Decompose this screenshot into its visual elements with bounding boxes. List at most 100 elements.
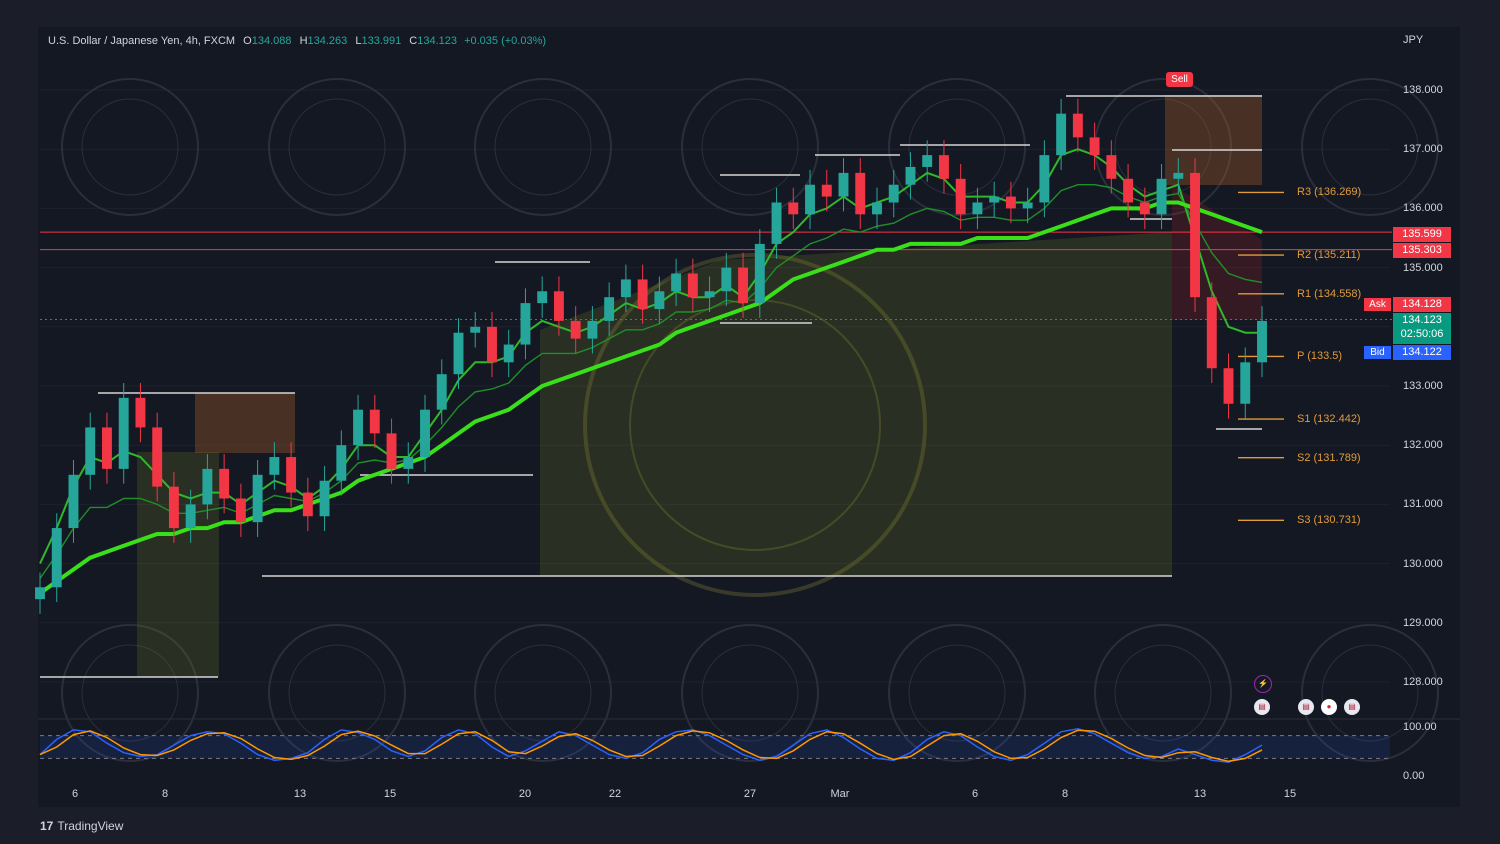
time-tick: Mar bbox=[830, 788, 850, 800]
candle-body bbox=[1089, 137, 1100, 156]
candle-body bbox=[369, 409, 380, 434]
candle-body bbox=[905, 166, 916, 185]
candle-body bbox=[302, 492, 313, 517]
candle-body bbox=[286, 457, 297, 493]
candle-body bbox=[1156, 178, 1167, 215]
tradingview-logo[interactable]: 17 TradingView bbox=[40, 819, 124, 833]
us-flag-event-icon[interactable]: ▤ bbox=[1298, 699, 1314, 715]
ask-label: Ask bbox=[1364, 298, 1391, 311]
sell-signal-badge: Sell bbox=[1166, 72, 1193, 87]
watermark-seal-ring bbox=[494, 98, 592, 196]
watermark-seal-icon bbox=[1094, 624, 1232, 762]
pivot-label-s2: S2 (131.789) bbox=[1297, 451, 1361, 464]
candles bbox=[35, 98, 1267, 614]
pivot-label-r1: R1 (134.558) bbox=[1297, 287, 1362, 300]
last-price: 134.123 bbox=[1402, 314, 1442, 326]
candle-body bbox=[202, 468, 213, 505]
candle-body bbox=[989, 196, 1000, 203]
level-tag-1: 135.599 bbox=[1393, 227, 1451, 242]
candle-body bbox=[788, 202, 799, 215]
watermark-seal-ring bbox=[1114, 644, 1212, 742]
candle-body bbox=[1106, 155, 1117, 179]
watermark-seal-ring bbox=[1321, 98, 1419, 196]
last-price-tag: 134.123 02:50:06 bbox=[1393, 313, 1451, 344]
candle-body bbox=[403, 457, 414, 469]
watermark-seal-ring bbox=[908, 644, 1006, 742]
pivot-label-s3: S3 (130.731) bbox=[1297, 514, 1361, 527]
time-tick: 20 bbox=[518, 788, 532, 800]
watermark-seal-icon bbox=[268, 78, 406, 216]
oscillator-pane bbox=[39, 728, 1390, 763]
supertrend-zones bbox=[40, 95, 1262, 678]
pivot-label-p: P (133.5) bbox=[1297, 350, 1343, 363]
candle-body bbox=[1206, 297, 1217, 369]
candle-body bbox=[1072, 113, 1083, 138]
oscillator-k-line bbox=[39, 728, 1263, 763]
oscillator-tick: 0.00 bbox=[1403, 770, 1425, 782]
candle-body bbox=[972, 202, 983, 215]
candle-body bbox=[1257, 320, 1267, 363]
time-tick: 22 bbox=[608, 788, 622, 800]
high-value: 134.263 bbox=[307, 35, 348, 47]
price-tick: 131.000 bbox=[1403, 498, 1443, 511]
candle-body bbox=[436, 374, 447, 410]
candle-body bbox=[1022, 202, 1033, 209]
us-flag-event-icon[interactable]: ▤ bbox=[1344, 699, 1360, 715]
candle-body bbox=[152, 427, 163, 487]
watermark-seal-icon bbox=[888, 624, 1026, 762]
candle-body bbox=[219, 468, 230, 499]
watermark-seal-icon bbox=[1301, 624, 1439, 762]
watermark-seal-icon bbox=[1301, 78, 1439, 216]
candle-body bbox=[587, 320, 598, 339]
time-tick: 8 bbox=[1061, 788, 1069, 800]
pivot-label-s1: S1 (132.442) bbox=[1297, 413, 1361, 426]
candle-body bbox=[102, 427, 112, 469]
candle-body bbox=[51, 528, 62, 588]
watermark-seal-icon bbox=[681, 624, 819, 762]
watermark-seal-ring bbox=[494, 644, 592, 742]
pivot-label-r3: R3 (136.269) bbox=[1297, 186, 1362, 199]
change-value: +0.035 (+0.03%) bbox=[464, 35, 547, 47]
watermark-seal-icon bbox=[474, 78, 612, 216]
bar-countdown: 02:50:06 bbox=[1400, 328, 1444, 340]
candle-body bbox=[520, 303, 531, 345]
candle-body bbox=[168, 486, 179, 529]
ask-price-tag: 134.128 bbox=[1393, 297, 1451, 312]
price-tick: 138.000 bbox=[1403, 84, 1443, 96]
bid-price-tag: 134.122 bbox=[1393, 345, 1451, 360]
time-tick: 15 bbox=[1283, 788, 1297, 800]
level-tag-2: 135.303 bbox=[1393, 243, 1451, 258]
us-flag-event-icon[interactable]: ▤ bbox=[1254, 699, 1270, 715]
watermark-seal-icon bbox=[268, 624, 406, 762]
watermark-seal-icon bbox=[681, 78, 819, 216]
watermark-seal-icon bbox=[61, 78, 199, 216]
candle-body bbox=[453, 332, 464, 375]
price-tick: 130.000 bbox=[1403, 557, 1443, 570]
candle-body bbox=[470, 326, 481, 333]
price-tick: 135.000 bbox=[1403, 261, 1443, 274]
bid-label: Bid bbox=[1364, 346, 1391, 359]
candle-body bbox=[687, 273, 698, 298]
candle-body bbox=[838, 172, 849, 197]
candle-body bbox=[537, 291, 548, 304]
candle-body bbox=[872, 202, 882, 215]
candle-body bbox=[922, 155, 933, 167]
watermark-seal-ring bbox=[1321, 644, 1419, 742]
symbol-header: U.S. Dollar / Japanese Yen, 4h, FXCM O13… bbox=[48, 35, 547, 47]
japan-flag-event-icon[interactable]: ● bbox=[1321, 699, 1337, 715]
candle-body bbox=[888, 184, 899, 203]
candle-body bbox=[85, 427, 96, 475]
time-tick: 13 bbox=[293, 788, 307, 800]
tradingview-mark-icon: 17 bbox=[40, 819, 54, 833]
chart-panel[interactable] bbox=[38, 27, 1460, 807]
time-tick: 13 bbox=[1193, 788, 1207, 800]
candle-body bbox=[487, 326, 497, 363]
candle-body bbox=[336, 445, 347, 481]
time-tick: 8 bbox=[161, 788, 169, 800]
lightning-event-icon[interactable]: ⚡ bbox=[1254, 675, 1272, 693]
candle-body bbox=[1190, 172, 1200, 298]
candle-body bbox=[955, 178, 966, 215]
watermark-seal-ring bbox=[288, 644, 386, 742]
candle-body bbox=[386, 433, 397, 469]
